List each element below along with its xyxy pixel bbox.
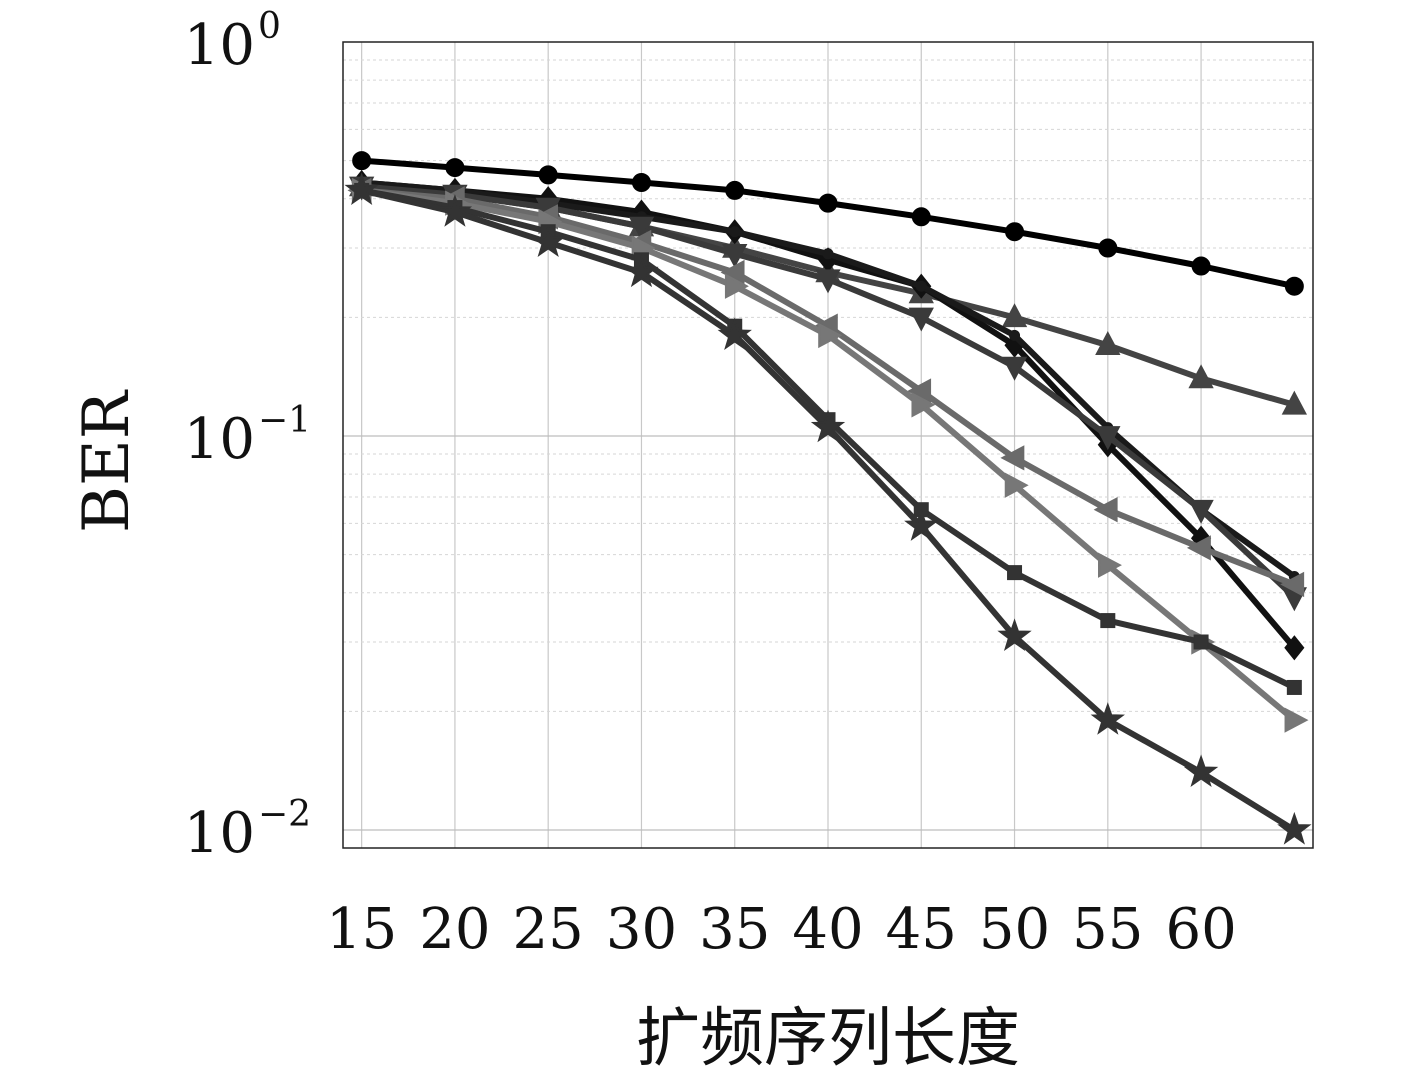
data-point-circle [1191,256,1211,276]
data-point-square [1193,634,1209,650]
data-point-circle [818,193,838,213]
data-point-star [531,224,566,257]
x-tick-label: 55 [1072,897,1143,962]
series-6 [347,177,1305,598]
data-point-triangle-right [1284,707,1309,733]
x-tick-label: 20 [419,897,490,962]
data-point-triangle-down [815,269,841,294]
series-1 [352,151,1304,296]
data-point-triangle-right [911,392,936,418]
data-point-dot [1009,329,1021,341]
y-tick-label: 10 [184,801,255,866]
data-point-diamond [1284,635,1305,661]
data-point-triangle-up [1281,390,1308,415]
data-point-triangle-down [722,244,748,268]
y-tick-label: 10 [184,407,255,472]
data-point-square [1100,613,1116,629]
data-point-star [1277,811,1312,845]
data-point-triangle-down [1001,356,1028,381]
series-9 [344,172,1312,845]
data-point-triangle-left [1093,497,1118,523]
y-axis-label: BER [70,389,144,533]
data-point-triangle-up [1095,331,1121,355]
data-point-circle [1098,238,1118,258]
x-tick-label: 35 [699,897,770,962]
data-point-triangle-right [724,273,749,299]
data-point-star [437,194,473,227]
x-tick-label: 45 [886,897,957,962]
data-point-triangle-left [1000,445,1025,471]
data-point-triangle-down [908,307,934,332]
data-point-star [717,317,752,351]
data-point-circle [631,172,651,192]
data-point-square [1007,565,1023,581]
y-tick-exponent: −1 [258,400,311,441]
plot-frame [342,41,1314,849]
x-tick-label: 60 [1165,897,1236,962]
y-tick-exponent: −2 [258,794,311,835]
data-point-triangle-right [818,322,843,349]
data-point-circle [1284,276,1304,296]
data-point-star [624,254,659,288]
data-point-triangle-up [1001,303,1028,328]
data-point-triangle-left [1280,571,1305,598]
x-axis-label: 扩频序列长度 [636,1002,1020,1075]
data-point-circle [911,207,931,227]
series-layer [344,151,1312,845]
data-point-dot [729,226,741,238]
data-point-circle [445,158,465,178]
x-tick-label: 25 [513,897,584,962]
data-point-triangle-left [1186,535,1211,561]
data-point-star [1090,702,1125,735]
data-point-star [344,172,379,206]
data-point-triangle-right [1098,552,1122,578]
data-point-triangle-down [628,216,655,241]
data-point-triangle-down [1188,499,1214,524]
x-tick-label: 50 [979,897,1050,962]
data-point-star [1183,754,1219,787]
data-point-circle [352,151,372,171]
data-point-star [810,409,846,443]
x-tick-label: 15 [326,897,397,962]
y-tick-exponent: 0 [258,6,281,47]
data-point-star [997,618,1032,651]
data-point-star [904,508,939,541]
data-point-dot [915,280,927,292]
data-point-triangle-down [1095,426,1121,451]
data-point-circle [538,165,558,185]
data-point-square [1286,679,1302,695]
x-tick-label: 40 [792,897,863,962]
y-tick-label: 10 [184,13,255,78]
data-point-dot [822,248,834,260]
data-point-circle [1005,222,1025,242]
data-point-circle [725,180,745,200]
x-tick-label: 30 [606,897,677,962]
data-point-triangle-up [1188,364,1214,389]
data-point-triangle-right [1004,472,1029,498]
